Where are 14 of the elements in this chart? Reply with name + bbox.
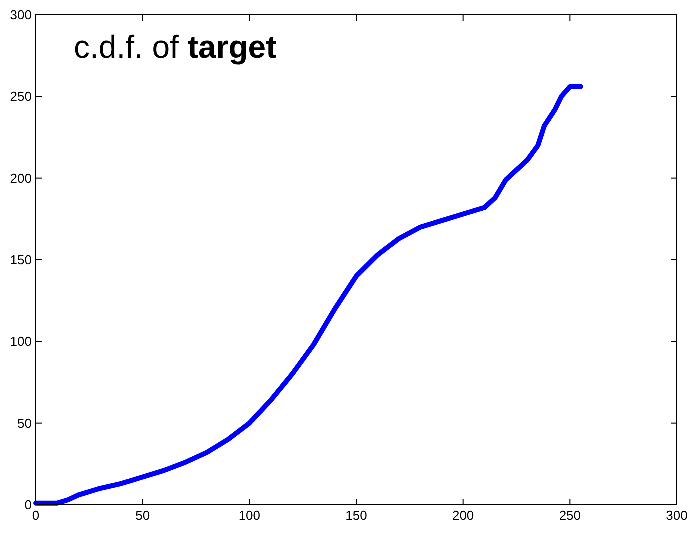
x-tick-label: 250: [559, 508, 582, 523]
y-tick-label: 50: [18, 416, 32, 431]
y-tick-label: 0: [24, 498, 32, 512]
y-tick-label: 200: [10, 170, 32, 186]
x-tick-label: 200: [452, 508, 474, 523]
x-tick-label: 150: [346, 508, 368, 523]
y-tick-label: 250: [10, 89, 32, 104]
x-tick-label: 100: [238, 508, 261, 523]
y-tick-label: 300: [10, 8, 32, 22]
x-tick-label: 300: [666, 508, 688, 523]
text: c.d.f. of target: [74, 29, 278, 65]
y-tick-label: 100: [10, 334, 32, 350]
x-tick-label: 50: [136, 508, 150, 523]
y-tick-label: 150: [10, 252, 32, 268]
